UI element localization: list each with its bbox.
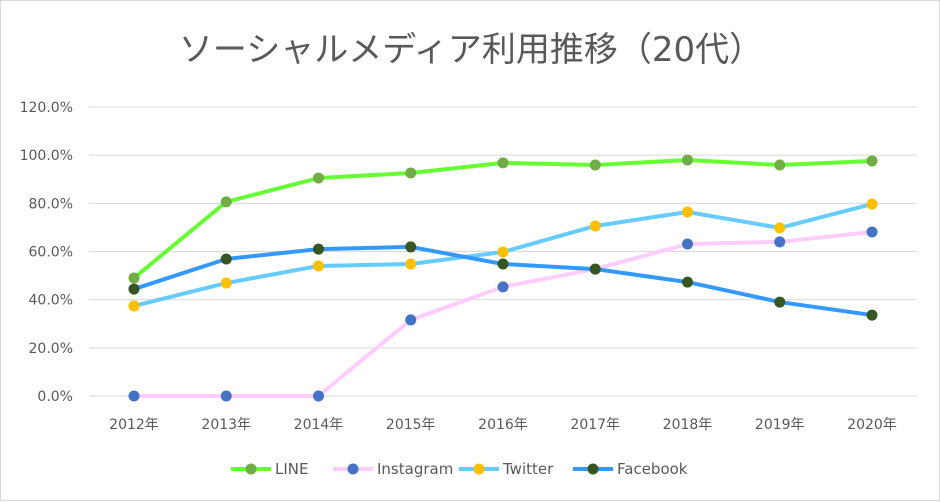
- data-point-line: [405, 167, 417, 179]
- legend-item-line: LINE: [231, 460, 308, 478]
- legend-label: LINE: [275, 460, 308, 478]
- x-tick-label: 2019年: [755, 417, 805, 433]
- y-tick-label: 40.0%: [29, 293, 73, 309]
- data-point-line: [497, 157, 509, 169]
- data-point-line: [682, 154, 693, 166]
- legend-marker: [245, 463, 257, 475]
- data-point-facebook: [220, 253, 232, 265]
- chart-title: ソーシャルメディア利用推移（20代）: [179, 30, 763, 70]
- data-point-line: [220, 196, 232, 208]
- legend-item-facebook: Facebook: [573, 460, 688, 478]
- data-point-instagram: [128, 390, 140, 402]
- x-tick-label: 2020年: [847, 417, 897, 433]
- data-point-line: [589, 159, 601, 171]
- legend-label: Twitter: [502, 460, 554, 478]
- x-tick-label: 2013年: [201, 417, 251, 433]
- data-point-instagram: [220, 390, 232, 402]
- legend-marker: [473, 463, 485, 475]
- data-point-twitter: [220, 277, 232, 289]
- data-point-twitter: [405, 258, 417, 270]
- legend-label: Facebook: [617, 460, 688, 478]
- data-point-instagram: [497, 281, 509, 293]
- data-point-line: [313, 172, 324, 184]
- data-point-instagram: [313, 390, 324, 402]
- data-point-facebook: [405, 241, 417, 253]
- y-tick-label: 60.0%: [29, 245, 73, 261]
- data-point-twitter: [128, 300, 140, 312]
- y-tick-label: 0.0%: [37, 389, 73, 405]
- data-point-twitter: [589, 220, 601, 232]
- legend-marker: [587, 463, 599, 475]
- data-point-facebook: [774, 296, 786, 308]
- x-tick-label: 2016年: [478, 417, 528, 433]
- data-point-line: [866, 155, 878, 167]
- data-point-line: [774, 159, 786, 171]
- x-tick-label: 2017年: [570, 417, 620, 433]
- x-tick-label: 2014年: [294, 417, 344, 433]
- data-point-twitter: [774, 222, 786, 234]
- legend-item-instagram: Instagram: [333, 460, 453, 478]
- legend-marker: [347, 463, 359, 475]
- data-point-instagram: [405, 314, 417, 326]
- data-point-instagram: [682, 238, 693, 250]
- y-tick-label: 120.0%: [20, 100, 73, 116]
- data-point-line: [128, 272, 140, 284]
- data-point-twitter: [497, 246, 509, 258]
- data-point-facebook: [497, 258, 509, 270]
- y-tick-label: 80.0%: [29, 196, 73, 212]
- legend-label: Instagram: [377, 460, 453, 478]
- y-tick-label: 20.0%: [29, 341, 73, 357]
- data-point-twitter: [682, 206, 693, 218]
- x-tick-label: 2012年: [109, 417, 159, 433]
- data-point-twitter: [313, 260, 324, 272]
- x-tick-label: 2015年: [386, 417, 436, 433]
- data-point-facebook: [866, 309, 878, 321]
- data-point-instagram: [866, 226, 878, 238]
- y-tick-label: 100.0%: [20, 148, 73, 164]
- data-point-facebook: [682, 276, 693, 288]
- data-point-facebook: [313, 243, 324, 255]
- data-point-facebook: [128, 283, 140, 295]
- x-tick-label: 2018年: [663, 417, 713, 433]
- data-point-facebook: [589, 263, 601, 275]
- data-point-twitter: [866, 198, 878, 210]
- data-point-instagram: [774, 236, 786, 248]
- legend-item-twitter: Twitter: [459, 460, 554, 478]
